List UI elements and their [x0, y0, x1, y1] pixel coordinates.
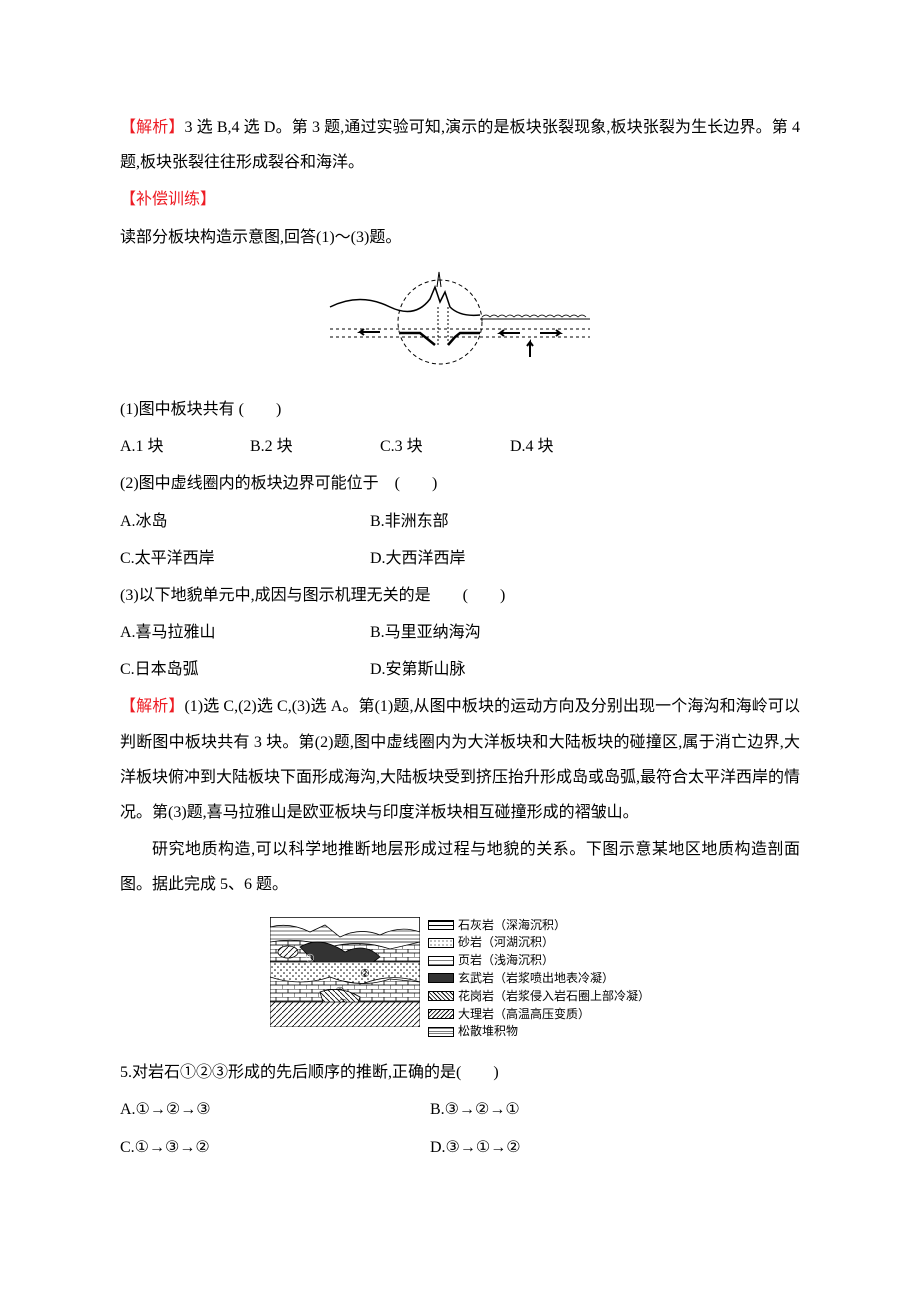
legend-label: 页岩（浅海沉积）: [458, 952, 554, 969]
passage-2: 研究地质构造,可以科学地推断地层形成过程与地貌的关系。下图示意某地区地质构造剖面…: [120, 832, 800, 902]
q5-opt-d: D.③→①→②: [430, 1130, 521, 1165]
q2-opt-d: D.大西洋西岸: [370, 541, 466, 576]
q3-opt-d: D.安第斯山脉: [370, 652, 466, 687]
legend-swatch-loose: [428, 1027, 454, 1037]
legend-swatch-limestone: [428, 920, 454, 930]
legend-swatch-marble: [428, 1009, 454, 1019]
q3-opt-a: A.喜马拉雅山: [120, 615, 370, 650]
q5-options-row1: A.①→②→③ B.③→②→①: [120, 1092, 800, 1127]
legend-item: 花岗岩（岩浆侵入岩石圈上部冷凝）: [428, 988, 650, 1005]
q2-options-row2: C.太平洋西岸 D.大西洋西岸: [120, 541, 800, 576]
legend-swatch-sandstone: [428, 938, 454, 948]
legend-swatch-basalt: [428, 973, 454, 983]
q2-stem: (2)图中虚线圈内的板块边界可能位于 ( ): [120, 466, 800, 501]
legend-item: 松散堆积物: [428, 1023, 650, 1040]
legend-item: 页岩（浅海沉积）: [428, 952, 650, 969]
legend-label: 花岗岩（岩浆侵入岩石圈上部冷凝）: [458, 988, 650, 1005]
plate-tectonics-diagram: [320, 267, 600, 367]
legend-label: 石灰岩（深海沉积）: [458, 917, 566, 934]
legend-item: 砂岩（河湖沉积）: [428, 934, 650, 951]
legend-label: 玄武岩（岩浆喷出地表冷凝）: [458, 970, 614, 987]
analysis-label-2: 【解析】: [120, 698, 184, 715]
q2-options-row1: A.冰岛 B.非洲东部: [120, 504, 800, 539]
q2-opt-a: A.冰岛: [120, 504, 370, 539]
legend-item: 玄武岩（岩浆喷出地表冷凝）: [428, 970, 650, 987]
q5-opt-a: A.①→②→③: [120, 1092, 430, 1127]
legend-label: 砂岩（河湖沉积）: [458, 934, 554, 951]
q3-stem: (3)以下地貌单元中,成因与图示机理无关的是 ( ): [120, 578, 800, 613]
q1-stem: (1)图中板块共有 ( ): [120, 392, 800, 427]
analysis-2: 【解析】(1)选 C,(2)选 C,(3)选 A。第(1)题,从图中板块的运动方…: [120, 689, 800, 830]
q1-options: A.1 块 B.2 块 C.3 块 D.4 块: [120, 429, 800, 464]
supplement-intro: 读部分板块构造示意图,回答(1)～(3)题。: [120, 220, 800, 255]
q5-stem: 5.对岩石①②③形成的先后顺序的推断,正确的是( ): [120, 1055, 800, 1090]
legend-item: 石灰岩（深海沉积）: [428, 917, 650, 934]
q3-opt-b: B.马里亚纳海沟: [370, 615, 481, 650]
q2-opt-c: C.太平洋西岸: [120, 541, 370, 576]
q3-opt-c: C.日本岛弧: [120, 652, 370, 687]
supplement-label: 【补偿训练】: [120, 191, 216, 208]
q3-options-row1: A.喜马拉雅山 B.马里亚纳海沟: [120, 615, 800, 650]
q2-opt-b: B.非洲东部: [370, 504, 449, 539]
figure-1-container: [120, 267, 800, 380]
legend-list: 石灰岩（深海沉积） 砂岩（河湖沉积） 页岩（浅海沉积） 玄武岩（岩浆喷出地表冷凝…: [428, 917, 650, 1042]
analysis-text-1: 3 选 B,4 选 D。第 3 题,通过实验可知,演示的是板块张裂现象,板块张裂…: [120, 119, 800, 171]
geology-cross-section-diagram: ① ② ③ ④: [270, 917, 420, 1027]
legend-item: 大理岩（高温高压变质）: [428, 1006, 650, 1023]
q1-opt-d: D.4 块: [510, 429, 640, 464]
legend-label: 大理岩（高温高压变质）: [458, 1006, 590, 1023]
q1-opt-c: C.3 块: [380, 429, 510, 464]
q5-opt-b: B.③→②→①: [430, 1092, 520, 1127]
analysis-label-1: 【解析】: [120, 119, 185, 136]
svg-text:②: ②: [360, 968, 370, 980]
q3-options-row2: C.日本岛弧 D.安第斯山脉: [120, 652, 800, 687]
legend-swatch-shale: [428, 956, 454, 966]
q1-opt-b: B.2 块: [250, 429, 380, 464]
q5-opt-c: C.①→③→②: [120, 1130, 430, 1165]
analysis-text-2: (1)选 C,(2)选 C,(3)选 A。第(1)题,从图中板块的运动方向及分别…: [120, 698, 800, 821]
legend-swatch-granite: [428, 991, 454, 1001]
supplement-label-row: 【补偿训练】: [120, 182, 800, 217]
figure-2-container: ① ② ③ ④ 石灰岩（深海沉积） 砂岩（河湖沉积） 页岩（浅海沉积）: [120, 917, 800, 1042]
legend-label: 松散堆积物: [458, 1023, 518, 1040]
q5-options-row2: C.①→③→② D.③→①→②: [120, 1130, 800, 1165]
q1-opt-a: A.1 块: [120, 429, 250, 464]
analysis-1: 【解析】3 选 B,4 选 D。第 3 题,通过实验可知,演示的是板块张裂现象,…: [120, 110, 800, 180]
